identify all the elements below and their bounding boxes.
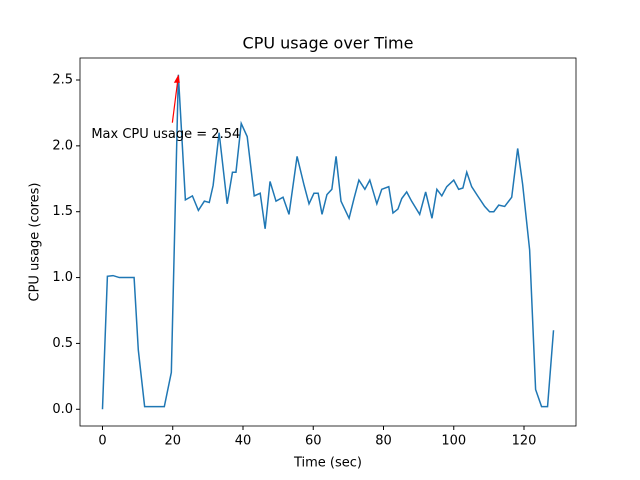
- annotation-arrow: [171, 75, 179, 123]
- y-axis-label: CPU usage (cores): [28, 183, 43, 302]
- x-tick-label: 20: [164, 434, 181, 449]
- chart-title: CPU usage over Time: [243, 34, 414, 53]
- x-tick-label: 40: [235, 434, 252, 449]
- y-tick-label: 2.0: [52, 138, 73, 153]
- x-tick-label: 60: [305, 434, 322, 449]
- y-tick-label: 1.5: [52, 204, 73, 219]
- x-axis-label: Time (sec): [293, 456, 362, 471]
- y-tick-label: 2.5: [52, 72, 73, 87]
- y-tick-label: 0.5: [52, 336, 73, 351]
- x-tick-label: 80: [375, 434, 392, 449]
- x-tick-label: 120: [512, 434, 537, 449]
- x-tick-label: 0: [98, 434, 106, 449]
- line-series: [101, 74, 555, 410]
- annotation-arrowhead: [173, 74, 180, 83]
- axes-frame: [79, 57, 577, 427]
- y-tick-label: 0.0: [52, 402, 73, 417]
- annotation-text: Max CPU usage = 2.54: [91, 127, 240, 142]
- x-tick-label: 100: [441, 434, 466, 449]
- y-tick-label: 1.0: [52, 270, 73, 285]
